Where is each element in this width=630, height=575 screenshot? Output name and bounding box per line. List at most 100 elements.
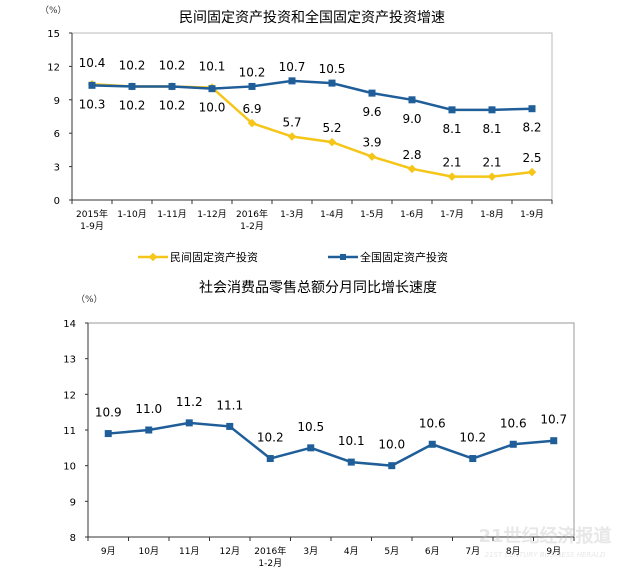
legend-label-national: 全国固定资产投资 bbox=[360, 250, 448, 264]
data-point bbox=[367, 152, 377, 161]
data-label: 8.1 bbox=[482, 122, 501, 136]
data-label: 10.3 bbox=[79, 97, 106, 111]
data-point bbox=[226, 422, 234, 430]
legend-label-private: 民间固定资产投资 bbox=[170, 250, 258, 264]
chart1-y-unit: （%） bbox=[40, 5, 67, 16]
data-label: 10.2 bbox=[257, 431, 284, 445]
y-tick-label: 12 bbox=[47, 62, 60, 73]
x-tick-label: 3月 bbox=[303, 546, 318, 557]
y-tick-label: 13 bbox=[63, 355, 76, 366]
y-tick-label: 0 bbox=[54, 196, 60, 207]
data-point bbox=[247, 118, 257, 128]
data-label: 11.2 bbox=[176, 395, 203, 409]
data-label: 2.1 bbox=[442, 156, 461, 170]
x-tick-label: 11月 bbox=[179, 546, 199, 557]
data-label: 10.7 bbox=[279, 60, 306, 74]
data-label: 10.2 bbox=[119, 98, 146, 112]
data-point bbox=[128, 82, 136, 90]
y-tick-label: 12 bbox=[63, 390, 76, 401]
data-label: 11.1 bbox=[216, 398, 243, 412]
data-label: 6.9 bbox=[242, 102, 261, 116]
series-line bbox=[108, 421, 554, 467]
data-point bbox=[407, 164, 417, 174]
data-point bbox=[550, 437, 558, 445]
data-label: 10.0 bbox=[199, 101, 226, 115]
data-point bbox=[307, 444, 315, 452]
x-tick-label: 4月 bbox=[344, 546, 359, 557]
data-label: 10.2 bbox=[119, 58, 146, 72]
data-label: 10.2 bbox=[239, 65, 266, 79]
data-label: 10.5 bbox=[319, 62, 346, 76]
data-point bbox=[448, 106, 456, 114]
x-tick-label: 7月 bbox=[465, 546, 480, 557]
chart2-y-unit: （%） bbox=[76, 294, 103, 305]
y-tick-label: 9 bbox=[70, 497, 76, 508]
y-tick-label: 8 bbox=[70, 533, 76, 544]
x-tick-label: 10月 bbox=[139, 546, 159, 557]
data-point bbox=[328, 79, 336, 87]
x-tick-label: 1-4月 bbox=[320, 209, 344, 220]
x-tick-label: 1-3月 bbox=[280, 209, 304, 220]
data-label: 8.2 bbox=[522, 121, 541, 135]
data-point bbox=[408, 96, 416, 104]
x-tick-label: 9月 bbox=[546, 546, 561, 557]
x-tick-label: 12月 bbox=[220, 546, 240, 557]
x-tick-label: 1-9月 bbox=[80, 221, 104, 232]
data-label: 5.2 bbox=[322, 121, 341, 135]
data-label: 9.0 bbox=[402, 112, 421, 126]
x-tick-label: 2016年 bbox=[236, 208, 268, 220]
data-label: 10.2 bbox=[159, 58, 186, 72]
data-point bbox=[248, 82, 256, 90]
data-point bbox=[528, 105, 536, 113]
data-point bbox=[527, 167, 537, 177]
data-point bbox=[447, 172, 457, 181]
data-point bbox=[347, 458, 355, 466]
x-tick-label: 1-2月 bbox=[258, 558, 282, 569]
data-label: 10.4 bbox=[79, 56, 106, 70]
data-label: 10.9 bbox=[95, 406, 122, 420]
data-point bbox=[327, 137, 337, 147]
data-label: 10.0 bbox=[378, 438, 405, 452]
x-tick-label: 1-9月 bbox=[520, 209, 544, 220]
data-point bbox=[469, 455, 477, 463]
watermark-cn: 21世纪经济报道 bbox=[478, 525, 611, 547]
x-tick-label: 5月 bbox=[384, 546, 399, 557]
legend-marker-national bbox=[340, 254, 346, 260]
data-label: 10.6 bbox=[419, 416, 446, 430]
data-point bbox=[287, 132, 297, 141]
data-point bbox=[388, 462, 396, 470]
data-label: 10.1 bbox=[199, 60, 226, 74]
data-point bbox=[488, 106, 496, 114]
data-point bbox=[168, 82, 176, 90]
x-tick-label: 1-8月 bbox=[480, 209, 504, 220]
data-point bbox=[428, 440, 436, 448]
data-label: 9.6 bbox=[362, 105, 381, 119]
x-tick-label: 6月 bbox=[425, 546, 440, 557]
data-point bbox=[104, 430, 112, 438]
data-point bbox=[88, 81, 96, 89]
y-tick-label: 15 bbox=[47, 29, 60, 40]
data-label: 10.7 bbox=[540, 413, 567, 427]
chart1-title: 民间固定资产投资和全国固定资产投资增速 bbox=[179, 9, 445, 26]
data-label: 10.5 bbox=[297, 420, 324, 434]
y-tick-label: 14 bbox=[63, 319, 76, 330]
y-tick-label: 3 bbox=[54, 163, 60, 174]
data-label: 2.1 bbox=[482, 156, 501, 170]
chart2-title: 社会消费品零售总额分月同比增长速度 bbox=[199, 280, 437, 296]
data-label: 2.8 bbox=[402, 148, 421, 162]
data-point bbox=[368, 89, 376, 97]
data-label: 10.6 bbox=[500, 416, 527, 430]
data-label: 10.1 bbox=[338, 434, 365, 448]
legend-marker-private bbox=[148, 252, 158, 262]
x-tick-label: 1-11月 bbox=[157, 209, 186, 220]
data-label: 3.9 bbox=[362, 136, 381, 150]
data-label: 2.5 bbox=[522, 151, 541, 165]
x-tick-label: 2015年 bbox=[76, 208, 108, 220]
y-tick-label: 11 bbox=[63, 426, 76, 437]
x-tick-label: 9月 bbox=[101, 546, 116, 557]
data-point bbox=[266, 455, 274, 463]
x-tick-label: 2016年 bbox=[254, 545, 286, 557]
data-point bbox=[208, 85, 216, 93]
y-tick-label: 10 bbox=[63, 462, 76, 473]
